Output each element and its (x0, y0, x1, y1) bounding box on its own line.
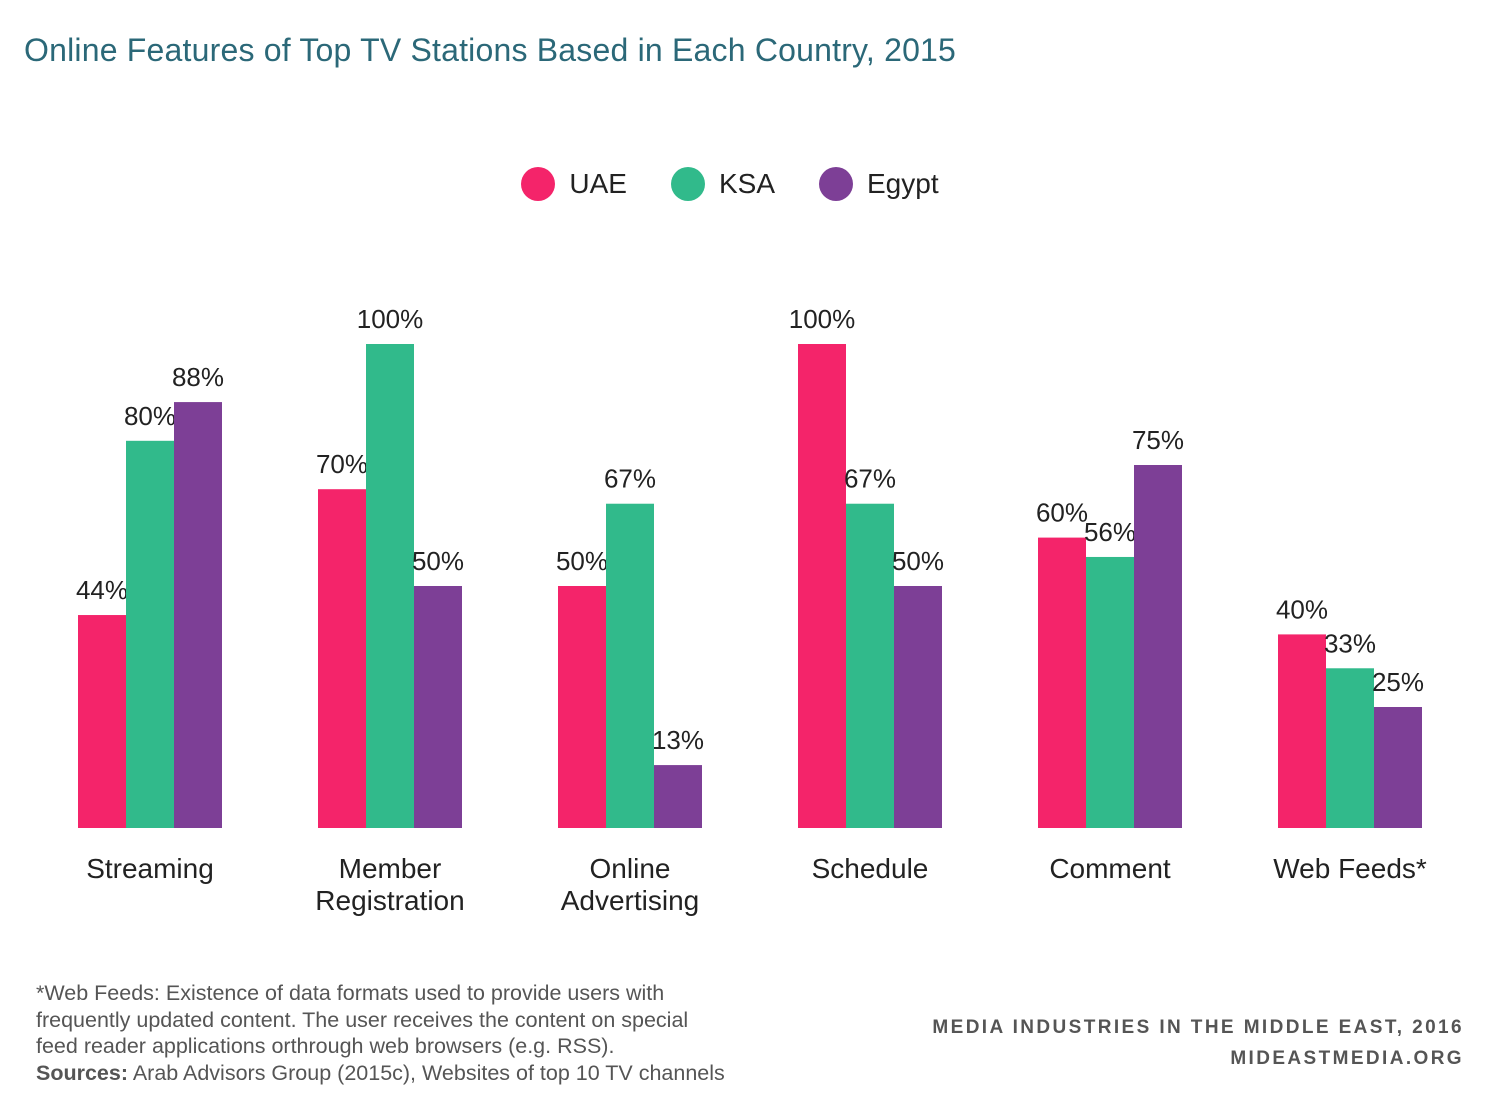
footnote: *Web Feeds: Existence of data formats us… (36, 980, 836, 1086)
data-label: 25% (1372, 667, 1424, 697)
bar-ksa-5 (1326, 668, 1374, 828)
legend-label: KSA (718, 168, 775, 199)
publication-name: MEDIA INDUSTRIES IN THE MIDDLE EAST, 201… (932, 1017, 1464, 1038)
sources-line: Sources: Arab Advisors Group (2015c), We… (36, 1060, 836, 1087)
data-label: 67% (604, 464, 656, 494)
bar-ksa-2 (606, 503, 654, 828)
data-label: 40% (1276, 594, 1328, 624)
chart-legend: UAE KSA Egypt (0, 162, 1500, 206)
bar-uae-0 (78, 615, 126, 828)
data-label: 50% (412, 546, 464, 576)
publication-url: MIDEASTMEDIA.ORG (1230, 1048, 1464, 1069)
data-label: 100% (789, 304, 856, 334)
legend-label: UAE (569, 168, 627, 199)
data-label: 50% (556, 546, 608, 576)
bar-egypt-5 (1374, 707, 1422, 828)
bar-uae-4 (1038, 537, 1086, 828)
legend-item-ksa: KSA (670, 167, 775, 201)
data-label: 44% (76, 575, 128, 605)
chart-title: Online Features of Top TV Stations Based… (24, 32, 957, 68)
category-label: Online (590, 853, 671, 884)
category-label: Streaming (86, 853, 214, 884)
legend-swatch (670, 167, 705, 201)
legend-swatch (819, 167, 853, 201)
legend-item-uae: UAE (521, 167, 627, 201)
sources-label: Sources: (36, 1060, 129, 1085)
bar-egypt-2 (654, 765, 702, 828)
bar-ksa-0 (126, 440, 174, 828)
bar-egypt-0 (174, 402, 222, 828)
legend-item-egypt: Egypt (819, 167, 939, 201)
sources-text: Arab Advisors Group (2015c), Websites of… (132, 1060, 725, 1085)
category-label: Advertising (561, 885, 700, 916)
publication-credits: MEDIA INDUSTRIES IN THE MIDDLE EAST, 201… (932, 1012, 1464, 1074)
bar-ksa-4 (1086, 556, 1134, 828)
bar-uae-2 (558, 586, 606, 828)
bar-egypt-1 (414, 586, 462, 828)
data-label: 13% (652, 725, 704, 755)
legend-swatch (521, 167, 556, 201)
legend-label: Egypt (867, 168, 939, 199)
footnote-line: *Web Feeds: Existence of data formats us… (36, 981, 665, 1005)
bar-uae-5 (1278, 634, 1326, 828)
footnote-line: feed reader applications orthrough web b… (36, 1034, 615, 1058)
category-label: Web Feeds* (1273, 853, 1427, 884)
bar-uae-1 (318, 489, 366, 828)
category-label: Comment (1049, 853, 1171, 884)
bar-uae-3 (798, 344, 846, 828)
bar-egypt-3 (894, 586, 942, 828)
data-label: 80% (124, 401, 176, 431)
bar-chart-plot: 44% 80% 88% Streaming 70% 100% 50% MemberRegist… (76, 304, 1427, 916)
data-label: 75% (1132, 425, 1184, 455)
data-label: 88% (172, 362, 224, 392)
category-label: Registration (315, 885, 464, 916)
data-label: 56% (1084, 517, 1136, 547)
data-label: 60% (1036, 498, 1088, 528)
data-label: 33% (1324, 628, 1376, 658)
data-label: 50% (892, 546, 944, 576)
category-label: Schedule (812, 853, 929, 884)
category-label: Member (339, 853, 442, 884)
data-label: 67% (844, 464, 896, 494)
bar-ksa-3 (846, 503, 894, 828)
bar-egypt-4 (1134, 465, 1182, 828)
data-label: 70% (316, 449, 368, 479)
data-label: 100% (357, 304, 424, 334)
bar-ksa-1 (366, 344, 414, 828)
footnote-line: frequently updated content. The user rec… (36, 1007, 689, 1032)
